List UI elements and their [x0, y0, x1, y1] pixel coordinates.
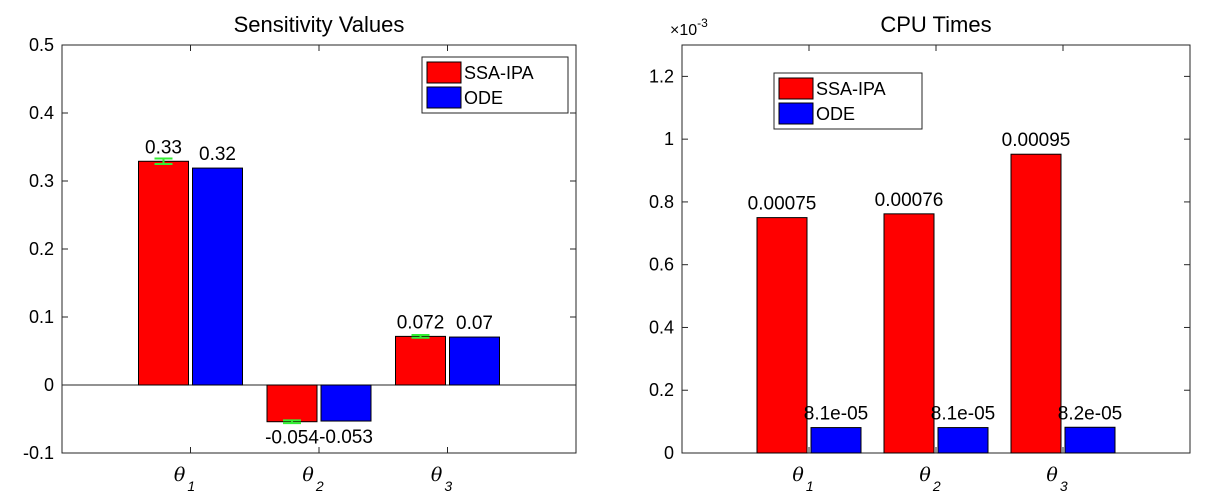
x-tick-subscript: 1: [806, 478, 814, 494]
data-label: 0.07: [456, 313, 493, 334]
y-tick-label: 0.8: [649, 192, 674, 212]
cpu-times-chart: CPU Times×10-300.20.40.60.811.2θ 10.00075…: [649, 12, 1191, 494]
y-tick-label: 0.2: [649, 380, 674, 400]
bar: [395, 335, 446, 386]
data-label: 8.2e-05: [1058, 403, 1122, 424]
bar: [266, 384, 318, 423]
legend-swatch: [778, 77, 814, 100]
y-tick-label: 0.5: [29, 35, 54, 55]
data-label: 0.00076: [875, 190, 944, 211]
bar: [1064, 426, 1116, 454]
y-exponent-label: ×10-3: [670, 16, 708, 39]
legend-label: SSA-IPA: [816, 79, 886, 99]
bar: [449, 336, 500, 386]
data-label: -0.053: [319, 427, 373, 448]
x-tick-symbol: θ: [792, 464, 804, 486]
data-label: 0.33: [145, 137, 182, 158]
y-tick-label: 0.1: [29, 307, 54, 327]
y-tick-label: -0.1: [23, 443, 54, 463]
bar: [192, 167, 243, 386]
sensitivity-values-chart: Sensitivity Values-0.100.10.20.30.40.5θ 1…: [23, 12, 577, 494]
y-tick-label: 0.3: [29, 171, 54, 191]
x-tick-symbol: θ: [174, 464, 186, 486]
y-tick-label: 1.2: [649, 66, 674, 86]
x-tick-symbol: θ: [919, 464, 931, 486]
legend-label: SSA-IPA: [464, 63, 534, 83]
data-label: -0.054: [265, 428, 319, 449]
y-tick-label: 0.4: [649, 317, 674, 337]
x-tick-symbol: θ: [1046, 464, 1058, 486]
y-tick-label: 0: [44, 375, 54, 395]
bar: [937, 427, 989, 454]
x-tick-subscript: 2: [932, 478, 941, 494]
x-tick-subscript: 3: [1060, 478, 1068, 494]
y-tick-label: 0.2: [29, 239, 54, 259]
legend-label: ODE: [816, 104, 855, 124]
chart-title: CPU Times: [880, 12, 991, 37]
legend-swatch: [426, 86, 462, 109]
y-tick-label: 0: [664, 443, 674, 463]
bar: [756, 217, 808, 454]
y-exponent-base: ×10: [670, 22, 697, 39]
chart-title: Sensitivity Values: [234, 12, 405, 37]
x-tick-symbol: θ: [302, 464, 314, 486]
x-tick-subscript: 3: [444, 478, 452, 494]
legend-swatch: [778, 102, 814, 125]
data-label: 8.1e-05: [804, 404, 868, 425]
y-tick-label: 0.4: [29, 103, 54, 123]
data-label: 8.1e-05: [931, 404, 995, 425]
x-tick-subscript: 2: [315, 478, 324, 494]
data-label: 0.072: [397, 312, 445, 333]
y-exponent-power: -3: [697, 16, 708, 30]
bar: [810, 427, 862, 454]
data-label: 0.00075: [748, 194, 817, 215]
data-label: 0.00095: [1002, 130, 1071, 151]
legend-swatch: [426, 61, 462, 84]
x-tick-symbol: θ: [431, 464, 443, 486]
bar: [883, 213, 935, 454]
data-label: 0.32: [199, 144, 236, 165]
y-tick-label: 0.6: [649, 255, 674, 275]
y-tick-label: 1: [664, 129, 674, 149]
bar: [320, 384, 372, 422]
legend-label: ODE: [464, 88, 503, 108]
x-tick-subscript: 1: [187, 478, 195, 494]
bar: [1010, 153, 1062, 454]
bar: [138, 160, 189, 386]
